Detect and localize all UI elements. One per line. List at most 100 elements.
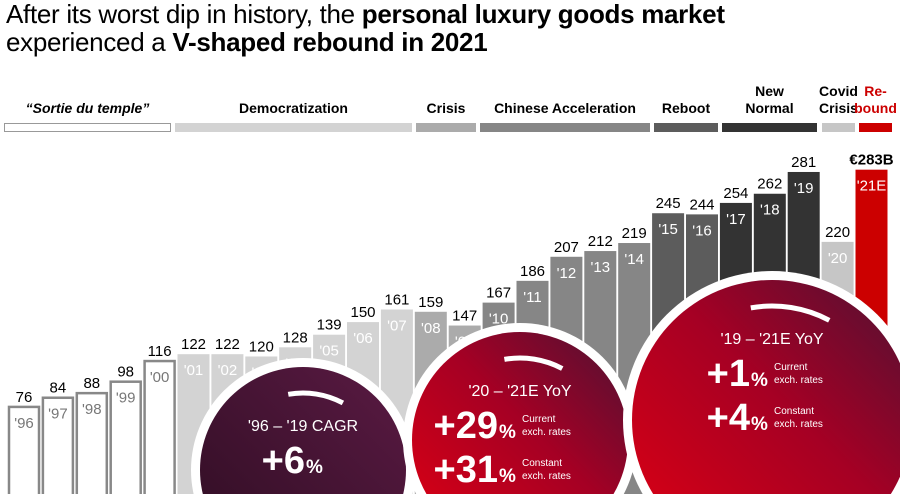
value-label: 76	[16, 389, 33, 406]
percent-sign: %	[751, 370, 768, 391]
phase-bar	[4, 123, 171, 132]
value-label: 219	[622, 225, 647, 242]
phase-label: Democratization	[239, 100, 348, 116]
value-label: 167	[486, 285, 511, 302]
value-label: 139	[317, 317, 342, 334]
year-label: '15	[658, 221, 678, 238]
year-label: '01	[184, 362, 204, 379]
value-label: 159	[418, 294, 443, 311]
callout-note: exch. rates	[774, 419, 823, 430]
year-label: '13	[591, 259, 611, 276]
year-label: '98	[82, 401, 102, 418]
year-label: '14	[624, 251, 644, 268]
phase-bar	[654, 123, 718, 132]
phase-label: Re- bound	[854, 83, 897, 116]
value-label: 122	[181, 336, 206, 353]
callout-note: exch. rates	[522, 427, 571, 438]
arc-icon	[503, 355, 564, 371]
phase-bar	[480, 123, 650, 132]
value-label: 120	[249, 338, 274, 355]
phase-label: Crisis	[426, 100, 466, 116]
value-label: €283B	[849, 152, 893, 169]
year-label: '10	[489, 311, 509, 328]
bar-96	[7, 405, 41, 494]
phase-label: Covid Crisis	[819, 83, 858, 116]
arc-icon	[287, 390, 345, 406]
year-label: '20	[828, 250, 848, 267]
percent-sign: %	[306, 457, 323, 478]
phase-bar	[416, 123, 476, 132]
callout-value: +31	[434, 449, 498, 491]
value-label: 212	[588, 233, 613, 250]
value-label: 220	[825, 224, 850, 241]
phase-label: New Normal	[745, 83, 794, 116]
value-label: 245	[656, 195, 681, 212]
year-label: '11	[523, 289, 541, 306]
callout-note: Constant	[522, 458, 562, 469]
bar-99	[109, 380, 142, 494]
value-label: 281	[791, 154, 816, 171]
phase-label: Reboot	[661, 100, 711, 116]
year-label: '96	[14, 415, 34, 432]
year-label: '12	[557, 265, 577, 282]
callout-note: exch. rates	[774, 375, 823, 386]
callout-note: Current	[522, 414, 556, 425]
value-label: 88	[83, 375, 100, 392]
callout-heading: '20 – '21E YoY	[468, 383, 571, 400]
phase-label: Chinese Acceleration	[494, 100, 636, 116]
year-label: '21E	[857, 178, 887, 195]
value-label: 207	[554, 239, 579, 256]
arc-icon	[750, 303, 831, 323]
year-label: '07	[387, 317, 407, 334]
circle-fill	[632, 280, 900, 494]
year-label: '99	[116, 390, 136, 407]
value-label: 161	[384, 291, 409, 308]
value-label: 186	[520, 263, 545, 280]
callout-circle-3: '19 – '21E YoY +1 % Current exch. rates +4 % Co…	[623, 271, 900, 494]
callout-value: +4	[707, 397, 750, 439]
year-label: '97	[48, 406, 68, 423]
callout-circle-2: '20 – '21E YoY +29 % Current exch. rates +31%…	[403, 323, 637, 494]
value-label: 128	[283, 329, 308, 346]
value-label: 254	[723, 185, 748, 202]
value-label: 244	[689, 196, 714, 213]
callout-value: +1	[707, 353, 750, 395]
title-line-1: After its worst dip in history, the pers…	[6, 0, 725, 29]
phase-bar	[722, 123, 817, 132]
year-label: '05	[319, 343, 339, 360]
value-label: 150	[350, 304, 375, 321]
callout-note: exch. rates	[522, 471, 571, 482]
year-label: '06	[353, 330, 373, 347]
value-label: 116	[148, 343, 172, 360]
year-label: '18	[760, 202, 780, 219]
callout-note: Constant	[774, 406, 814, 417]
percent-sign: %	[751, 414, 768, 435]
phase-label: “Sortie du temple”	[25, 100, 150, 116]
phase-bar	[859, 123, 892, 132]
circle-fill	[412, 332, 628, 494]
callout-value: +6	[262, 440, 305, 482]
value-label: 84	[50, 380, 67, 397]
value-label: 98	[117, 364, 134, 381]
year-label: '19	[794, 180, 814, 197]
percent-sign: %	[499, 422, 516, 443]
page-title: After its worst dip in history, the pers…	[6, 0, 725, 56]
percent-sign: %	[499, 466, 516, 487]
callout-heading: '96 – '19 CAGR	[248, 418, 358, 435]
phase-bar	[822, 123, 855, 132]
callout-value: +29	[434, 405, 498, 447]
year-label: '00	[150, 369, 170, 386]
bar-98	[75, 391, 109, 494]
value-label: 262	[757, 176, 782, 193]
year-label: '02	[218, 362, 238, 379]
title-line-2: experienced a V-shaped rebound in 2021	[6, 27, 488, 57]
phase-bar	[175, 123, 412, 132]
callout-circle-1: '96 – '19 CAGR +6%	[191, 358, 415, 494]
callout-note: Current	[774, 362, 808, 373]
value-label: 122	[215, 336, 240, 353]
callout-heading: '19 – '21E YoY	[720, 331, 823, 348]
year-label: '16	[692, 222, 712, 239]
circle-fill	[200, 367, 406, 494]
bar-00	[143, 359, 176, 494]
